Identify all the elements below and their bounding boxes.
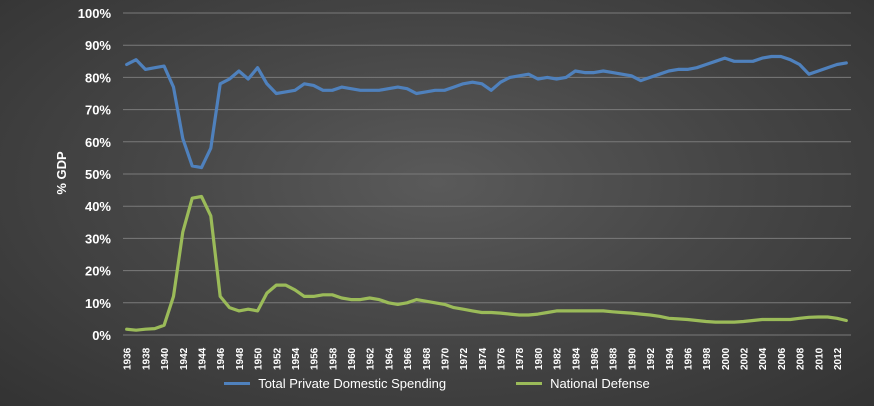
x-tick-label: 1970 <box>440 347 451 370</box>
x-tick-label: 1962 <box>366 347 377 370</box>
line-chart: 0%10%20%30%40%50%60%70%80%90%100% 1936 19… <box>54 6 851 370</box>
x-tick-label: 1946 <box>216 347 227 370</box>
gridlines <box>123 12 851 336</box>
legend-swatch-private-spending <box>224 381 251 385</box>
y-axis-label: % GDP <box>54 151 69 195</box>
x-tick-label: 2010 <box>814 347 825 370</box>
y-tick-label: 10% <box>85 296 111 311</box>
x-tick-label: 1992 <box>646 347 657 370</box>
x-tick-label: 1966 <box>403 347 414 370</box>
x-tick-label: 1950 <box>254 347 265 370</box>
x-tick-label: 1974 <box>478 347 489 370</box>
x-tick-label: 1982 <box>553 347 564 370</box>
y-tick-label: 40% <box>85 199 111 214</box>
x-tick-label: 1938 <box>141 347 152 370</box>
y-tick-label: 70% <box>85 103 111 118</box>
x-tick-label: 1952 <box>272 347 283 370</box>
legend-item-national-defense: National Defense <box>516 376 650 391</box>
x-tick-label: 1978 <box>515 347 526 370</box>
x-tick-label: 1948 <box>235 347 246 370</box>
x-tick-label: 1956 <box>310 347 321 370</box>
legend-label-national-defense: National Defense <box>550 375 650 391</box>
x-tick-label: 1986 <box>590 347 601 370</box>
x-tick-label: 1984 <box>571 347 582 370</box>
y-tick-label: 30% <box>85 231 111 246</box>
x-tick-label: 1972 <box>459 347 470 370</box>
x-tick-label: 1960 <box>347 347 358 370</box>
x-tick-label: 1976 <box>497 347 508 370</box>
y-tick-label: 50% <box>85 167 111 182</box>
y-tick-label: 100% <box>78 6 112 21</box>
y-tick-label: 0% <box>92 328 111 343</box>
x-tick-label: 1980 <box>534 347 545 370</box>
y-tick-label: 60% <box>85 135 111 150</box>
y-tick-label: 90% <box>85 38 111 53</box>
y-axis-ticks: 0% 10% 20% 30% 40% 50% 60% 70% 80% 90% 100% <box>78 6 112 343</box>
x-tick-label: 1998 <box>702 347 713 370</box>
legend: Total Private Domestic Spending National… <box>0 374 874 392</box>
x-tick-label: 1942 <box>179 347 190 370</box>
x-tick-label: 1958 <box>328 347 339 370</box>
series-line-national-defense <box>125 194 848 332</box>
x-tick-label: 1954 <box>291 347 302 370</box>
legend-label-private-spending: Total Private Domestic Spending <box>258 375 447 391</box>
x-tick-label: 2000 <box>721 347 732 370</box>
legend-swatch-national-defense <box>516 381 543 385</box>
y-tick-label: 80% <box>85 70 111 85</box>
x-tick-label: 2006 <box>777 347 788 370</box>
series-line-private-spending <box>125 54 848 170</box>
x-axis-ticks: 1936 1938 1940 1942 1944 1946 1948 1950 1952 1954… <box>123 347 844 370</box>
x-tick-label: 1944 <box>198 347 209 370</box>
x-tick-label: 1994 <box>665 347 676 370</box>
x-tick-label: 1988 <box>609 347 620 370</box>
x-tick-label: 1996 <box>683 347 694 370</box>
x-tick-label: 2012 <box>833 347 844 370</box>
legend-item-private-spending: Total Private Domestic Spending <box>224 376 446 391</box>
x-tick-label: 1964 <box>384 347 395 370</box>
x-tick-label: 1940 <box>160 347 171 370</box>
series-lines <box>125 54 848 332</box>
x-tick-label: 1990 <box>627 347 638 370</box>
x-tick-label: 2004 <box>758 347 769 370</box>
x-tick-label: 2008 <box>796 347 807 370</box>
x-tick-label: 1968 <box>422 347 433 370</box>
x-tick-label: 2002 <box>740 347 751 370</box>
x-tick-label: 1936 <box>123 347 134 370</box>
y-tick-label: 20% <box>85 264 111 279</box>
